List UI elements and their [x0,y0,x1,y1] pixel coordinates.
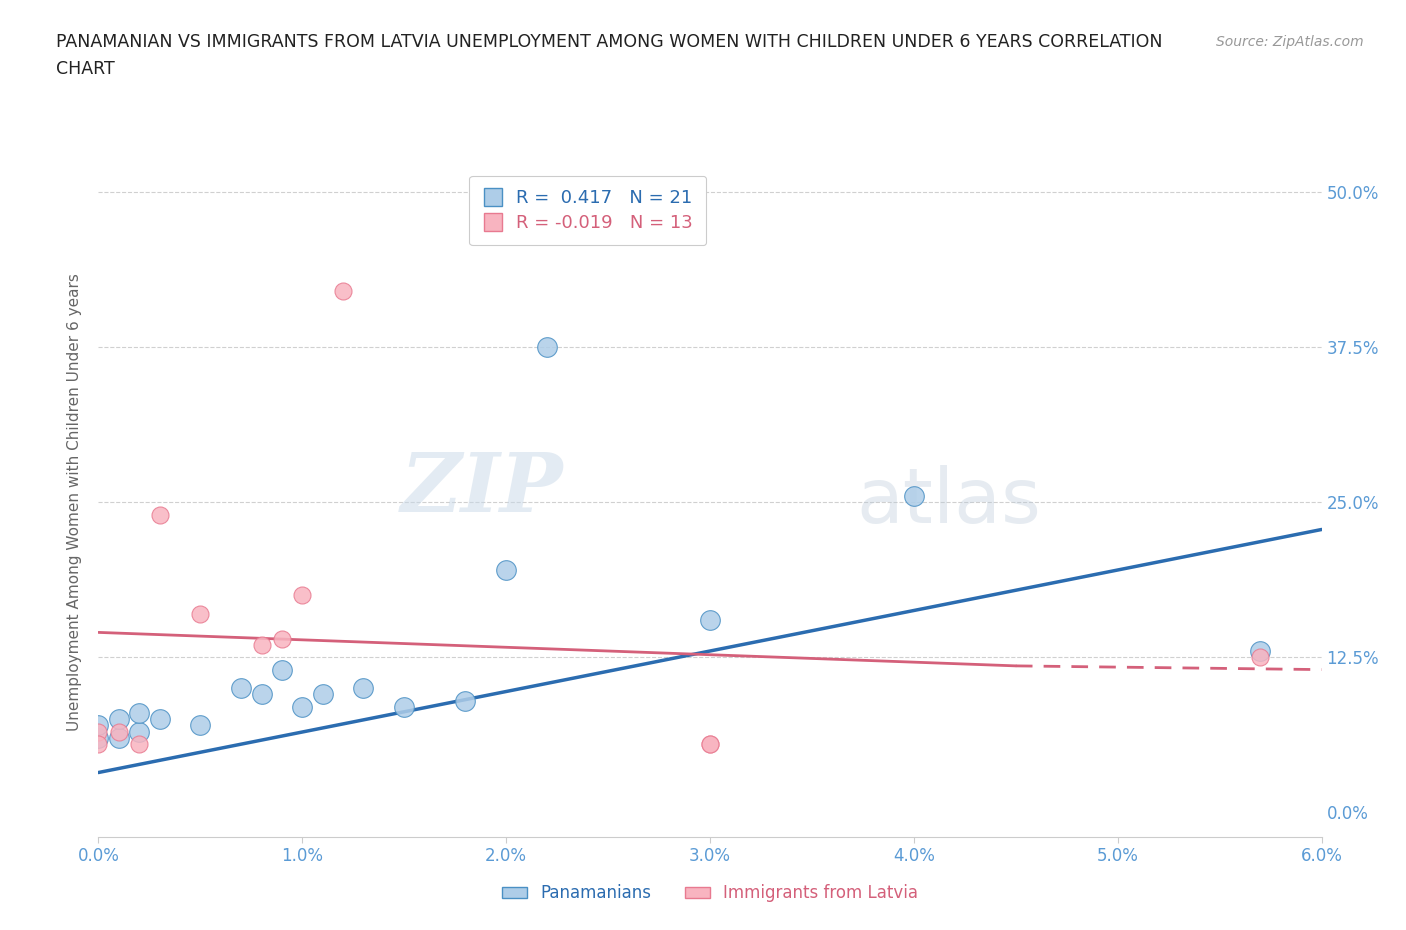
Point [128,724,150,739]
Point [87,737,110,751]
Point [903,488,925,503]
Point [536,339,558,354]
Text: atlas: atlas [856,465,1042,539]
Point [250,637,273,652]
Point [270,631,292,646]
Point [699,613,721,628]
Point [87,730,110,745]
Point [108,730,131,745]
Point [108,724,131,739]
Point [250,687,273,702]
Point [392,699,416,714]
Point [332,284,354,299]
Point [1249,650,1271,665]
Legend: Panamanians, Immigrants from Latvia: Panamanians, Immigrants from Latvia [489,871,931,916]
Point [188,606,212,621]
Point [291,699,314,714]
Point [128,737,150,751]
Point [352,681,374,696]
Point [87,724,110,739]
Text: CHART: CHART [56,60,115,78]
Point [699,737,721,751]
Text: ZIP: ZIP [401,449,564,529]
Point [149,507,172,522]
Point [311,687,335,702]
Point [270,662,292,677]
Point [149,711,172,726]
Point [1249,644,1271,658]
Text: Source: ZipAtlas.com: Source: ZipAtlas.com [1216,35,1364,49]
Point [231,681,253,696]
Point [291,588,314,603]
Point [128,706,150,721]
Point [699,737,721,751]
Point [495,563,517,578]
Y-axis label: Unemployment Among Women with Children Under 6 years: Unemployment Among Women with Children U… [67,273,83,731]
Point [188,718,212,733]
Point [108,711,131,726]
Point [87,718,110,733]
Point [454,693,477,708]
Text: PANAMANIAN VS IMMIGRANTS FROM LATVIA UNEMPLOYMENT AMONG WOMEN WITH CHILDREN UNDE: PANAMANIAN VS IMMIGRANTS FROM LATVIA UNE… [56,33,1163,50]
